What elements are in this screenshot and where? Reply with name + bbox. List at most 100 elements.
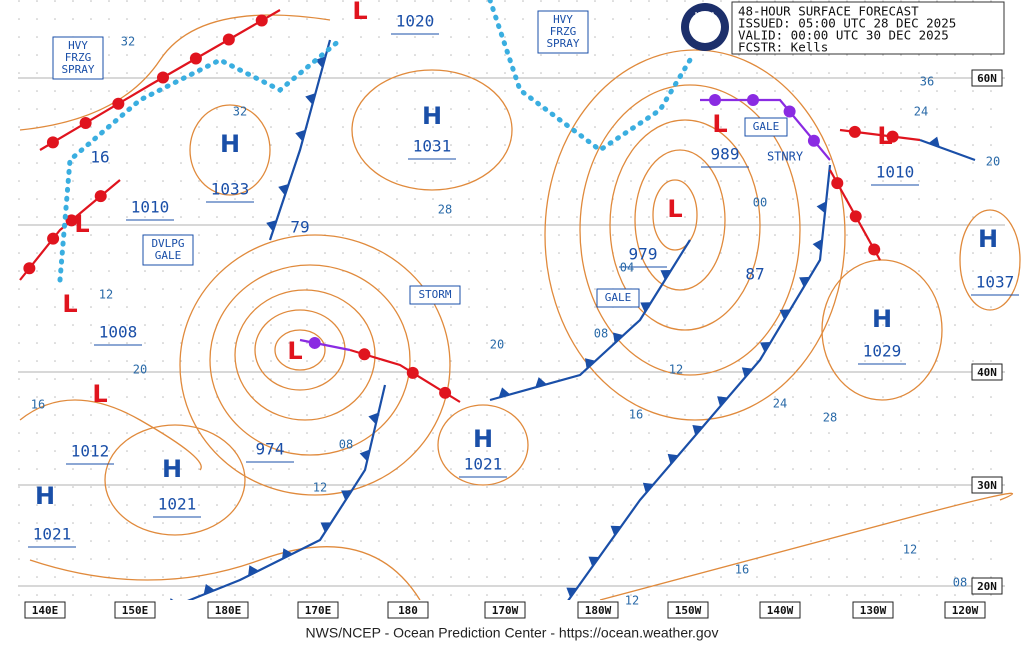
front-symbol — [341, 490, 352, 501]
front-symbol — [928, 136, 940, 148]
front-symbol — [812, 239, 823, 252]
front-symbol — [498, 387, 511, 398]
system-letter: H — [422, 102, 442, 130]
front-symbol — [308, 336, 321, 349]
front-symbol — [358, 348, 371, 361]
warning-text: DVLPG — [151, 237, 184, 250]
system-pressure: 1037 — [976, 273, 1015, 292]
front-symbol — [760, 341, 771, 353]
warning-box — [537, 10, 589, 54]
header-line: 48-HOUR SURFACE FORECAST — [738, 4, 919, 19]
lon-label-box — [759, 601, 801, 619]
system-pressure: 1031 — [413, 137, 452, 156]
front-symbol — [315, 56, 326, 68]
lon-label: 180 — [398, 604, 418, 617]
warning-text: GALE — [155, 249, 182, 262]
system-pressure: 1021 — [464, 455, 503, 474]
ice-edge — [487, 0, 693, 154]
system-letter: H — [872, 305, 892, 333]
system-letter: L — [352, 0, 367, 25]
warning-text: GALE — [605, 291, 632, 304]
system-pressure: 1029 — [863, 342, 902, 361]
front-symbol — [588, 556, 600, 567]
isobar-label: 08 — [339, 438, 353, 452]
lat-label: 30N — [977, 479, 997, 492]
warning-box — [409, 285, 461, 305]
front-symbol — [610, 525, 622, 536]
front-symbol — [849, 210, 862, 223]
lat-label-box — [971, 476, 1003, 494]
front-symbol — [266, 220, 277, 232]
front-symbol — [320, 522, 332, 533]
front-symbol — [747, 94, 759, 106]
warning-box — [142, 234, 194, 266]
system-pressure: 1020 — [396, 12, 435, 31]
lat-label: 40N — [977, 366, 997, 379]
front-symbol — [112, 97, 125, 110]
lon-label: 170W — [492, 604, 519, 617]
front-symbol — [612, 332, 624, 344]
front-symbol — [779, 309, 791, 320]
lon-label: 150E — [122, 604, 149, 617]
system-pressure: 1008 — [99, 323, 138, 342]
system-letter: H — [162, 455, 182, 483]
front-symbol — [368, 412, 379, 425]
lon-label-box — [24, 601, 66, 619]
system-letter: L — [667, 195, 682, 223]
front-line — [268, 39, 332, 241]
warning-text: FRZG — [65, 51, 92, 64]
isobar-label: 16 — [90, 148, 109, 167]
system-letter: H — [35, 482, 55, 510]
front-symbol — [660, 269, 672, 281]
lon-label-box — [852, 601, 894, 619]
ice-edge — [57, 37, 343, 283]
system-pressure: 1021 — [33, 525, 72, 544]
header-box — [731, 1, 1005, 55]
system-letter: H — [220, 130, 240, 158]
front-symbol — [46, 136, 59, 149]
isobar-label: 12 — [903, 543, 917, 557]
system-pressure: 974 — [256, 440, 285, 459]
header-line: VALID: 00:00 UTC 30 DEC 2025 — [738, 28, 949, 43]
warning-box — [52, 36, 104, 80]
lat-label: 20N — [977, 580, 997, 593]
system-letter: H — [473, 425, 493, 453]
warning-text: HVY — [553, 13, 573, 26]
front-symbol — [295, 129, 306, 142]
lon-label-box — [944, 601, 986, 619]
lon-label-box — [387, 601, 429, 619]
warning-text: STORM — [418, 288, 451, 301]
warning-text: HVY — [68, 39, 88, 52]
front-symbol — [717, 396, 728, 407]
isobar-label: 16 — [31, 398, 45, 412]
lat-label-box — [971, 363, 1003, 381]
front-symbol — [692, 425, 704, 436]
isobar-label: 20 — [133, 363, 147, 377]
header-line: FCSTR: Kells — [738, 40, 828, 55]
isobar-label: 20 — [986, 155, 1000, 169]
lon-label: 130W — [860, 604, 887, 617]
isobar-label: 87 — [745, 265, 764, 284]
front-line — [299, 338, 351, 352]
isobar-label: 12 — [669, 363, 683, 377]
isobar-label: 04 — [620, 261, 634, 275]
front-symbol — [79, 117, 92, 130]
isobar-label: 36 — [920, 75, 934, 89]
front-symbol — [305, 93, 316, 105]
lon-label-box — [484, 601, 526, 619]
lon-label: 170E — [305, 604, 332, 617]
system-pressure: 1010 — [131, 198, 170, 217]
front-symbol — [156, 71, 169, 84]
system-letter: L — [62, 290, 77, 318]
front-symbol — [640, 302, 652, 313]
front-symbol — [709, 94, 721, 106]
note: STNRY — [767, 150, 804, 164]
lon-label-box — [207, 601, 249, 619]
front-line — [39, 9, 281, 151]
isobar-label: 24 — [773, 397, 787, 411]
isobar-label: 28 — [438, 203, 452, 217]
isobar-label: 12 — [313, 481, 327, 495]
front-symbol — [23, 262, 36, 275]
warning-box — [744, 117, 788, 137]
